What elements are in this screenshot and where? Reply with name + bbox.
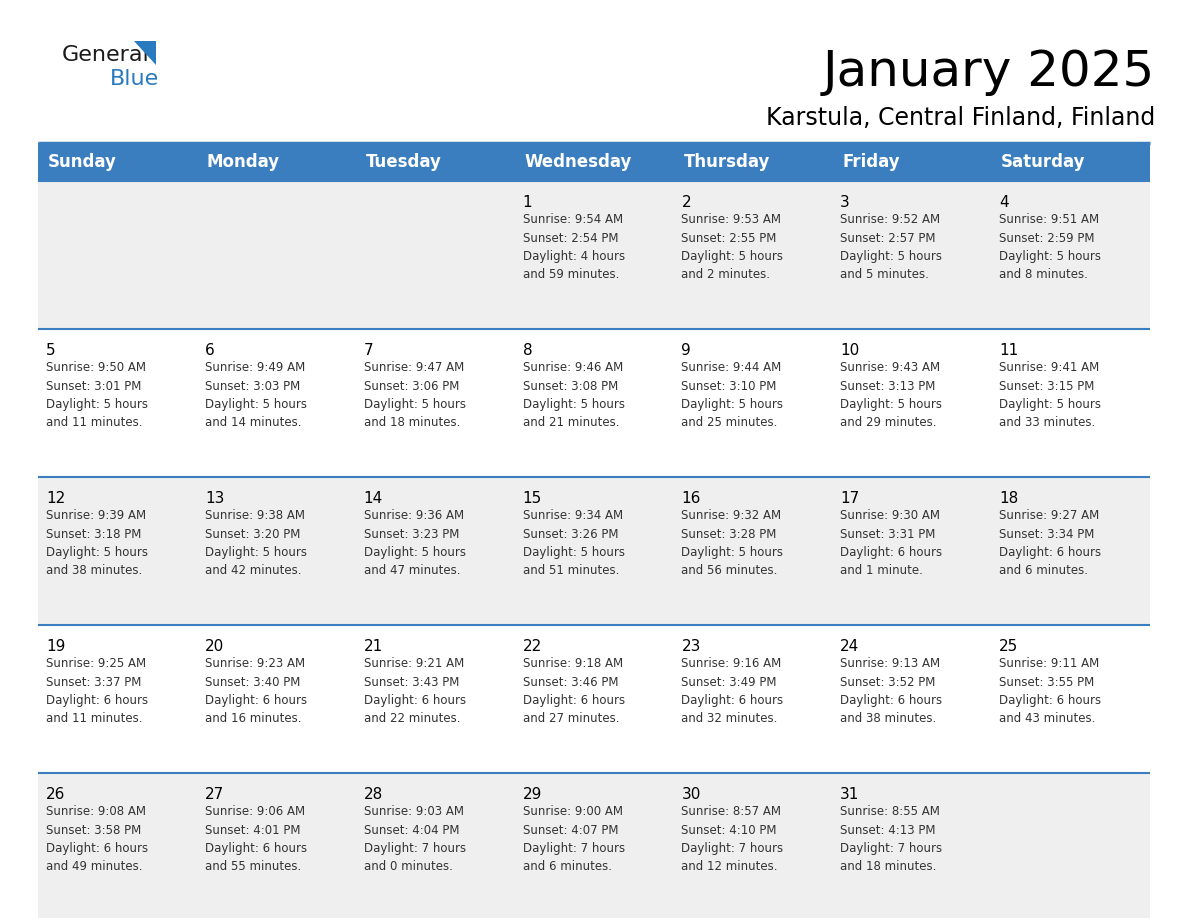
Text: Sunrise: 9:52 AM
Sunset: 2:57 PM
Daylight: 5 hours
and 5 minutes.: Sunrise: 9:52 AM Sunset: 2:57 PM Dayligh… [840, 213, 942, 282]
Text: Sunrise: 8:57 AM
Sunset: 4:10 PM
Daylight: 7 hours
and 12 minutes.: Sunrise: 8:57 AM Sunset: 4:10 PM Dayligh… [682, 805, 784, 874]
Text: Sunrise: 9:41 AM
Sunset: 3:15 PM
Daylight: 5 hours
and 33 minutes.: Sunrise: 9:41 AM Sunset: 3:15 PM Dayligh… [999, 361, 1101, 430]
Text: Blue: Blue [110, 69, 159, 89]
Text: 11: 11 [999, 343, 1018, 358]
Text: 9: 9 [682, 343, 691, 358]
Text: 8: 8 [523, 343, 532, 358]
Bar [38, 773, 1150, 918]
Text: 26: 26 [46, 787, 65, 802]
Bar [38, 477, 1150, 625]
Text: 12: 12 [46, 491, 65, 506]
Text: January 2025: January 2025 [823, 48, 1155, 96]
Text: 2: 2 [682, 195, 691, 210]
Text: 21: 21 [364, 639, 383, 654]
Text: 6: 6 [204, 343, 215, 358]
Text: Friday: Friday [842, 153, 901, 171]
Text: 27: 27 [204, 787, 225, 802]
Text: Karstula, Central Finland, Finland: Karstula, Central Finland, Finland [766, 106, 1155, 130]
Text: 31: 31 [840, 787, 860, 802]
Text: Sunrise: 9:43 AM
Sunset: 3:13 PM
Daylight: 5 hours
and 29 minutes.: Sunrise: 9:43 AM Sunset: 3:13 PM Dayligh… [840, 361, 942, 430]
Text: 19: 19 [46, 639, 65, 654]
Text: 7: 7 [364, 343, 373, 358]
Text: 30: 30 [682, 787, 701, 802]
Text: 16: 16 [682, 491, 701, 506]
Text: Sunrise: 9:54 AM
Sunset: 2:54 PM
Daylight: 4 hours
and 59 minutes.: Sunrise: 9:54 AM Sunset: 2:54 PM Dayligh… [523, 213, 625, 282]
Text: 4: 4 [999, 195, 1009, 210]
Text: 28: 28 [364, 787, 383, 802]
Text: 3: 3 [840, 195, 851, 210]
Text: Sunrise: 9:36 AM
Sunset: 3:23 PM
Daylight: 5 hours
and 47 minutes.: Sunrise: 9:36 AM Sunset: 3:23 PM Dayligh… [364, 509, 466, 577]
Text: 14: 14 [364, 491, 383, 506]
Text: 18: 18 [999, 491, 1018, 506]
Text: Sunday: Sunday [48, 153, 116, 171]
Text: Sunrise: 9:27 AM
Sunset: 3:34 PM
Daylight: 6 hours
and 6 minutes.: Sunrise: 9:27 AM Sunset: 3:34 PM Dayligh… [999, 509, 1101, 577]
Text: Thursday: Thursday [683, 153, 770, 171]
Text: Sunrise: 9:32 AM
Sunset: 3:28 PM
Daylight: 5 hours
and 56 minutes.: Sunrise: 9:32 AM Sunset: 3:28 PM Dayligh… [682, 509, 783, 577]
Text: Wednesday: Wednesday [525, 153, 632, 171]
Text: 24: 24 [840, 639, 860, 654]
Text: Sunrise: 9:50 AM
Sunset: 3:01 PM
Daylight: 5 hours
and 11 minutes.: Sunrise: 9:50 AM Sunset: 3:01 PM Dayligh… [46, 361, 148, 430]
Text: 13: 13 [204, 491, 225, 506]
Text: 22: 22 [523, 639, 542, 654]
Text: 1: 1 [523, 195, 532, 210]
Text: Sunrise: 9:47 AM
Sunset: 3:06 PM
Daylight: 5 hours
and 18 minutes.: Sunrise: 9:47 AM Sunset: 3:06 PM Dayligh… [364, 361, 466, 430]
Text: 5: 5 [46, 343, 56, 358]
Text: Sunrise: 9:00 AM
Sunset: 4:07 PM
Daylight: 7 hours
and 6 minutes.: Sunrise: 9:00 AM Sunset: 4:07 PM Dayligh… [523, 805, 625, 874]
Text: 25: 25 [999, 639, 1018, 654]
Bar [38, 143, 1150, 181]
Text: Sunrise: 9:38 AM
Sunset: 3:20 PM
Daylight: 5 hours
and 42 minutes.: Sunrise: 9:38 AM Sunset: 3:20 PM Dayligh… [204, 509, 307, 577]
Text: Tuesday: Tuesday [366, 153, 442, 171]
Text: Sunrise: 9:03 AM
Sunset: 4:04 PM
Daylight: 7 hours
and 0 minutes.: Sunrise: 9:03 AM Sunset: 4:04 PM Dayligh… [364, 805, 466, 874]
Text: Sunrise: 9:49 AM
Sunset: 3:03 PM
Daylight: 5 hours
and 14 minutes.: Sunrise: 9:49 AM Sunset: 3:03 PM Dayligh… [204, 361, 307, 430]
Text: Sunrise: 9:46 AM
Sunset: 3:08 PM
Daylight: 5 hours
and 21 minutes.: Sunrise: 9:46 AM Sunset: 3:08 PM Dayligh… [523, 361, 625, 430]
Text: Monday: Monday [207, 153, 280, 171]
Polygon shape [134, 41, 156, 65]
Text: Saturday: Saturday [1001, 153, 1086, 171]
Text: Sunrise: 9:34 AM
Sunset: 3:26 PM
Daylight: 5 hours
and 51 minutes.: Sunrise: 9:34 AM Sunset: 3:26 PM Dayligh… [523, 509, 625, 577]
Text: Sunrise: 9:08 AM
Sunset: 3:58 PM
Daylight: 6 hours
and 49 minutes.: Sunrise: 9:08 AM Sunset: 3:58 PM Dayligh… [46, 805, 148, 874]
Text: Sunrise: 9:11 AM
Sunset: 3:55 PM
Daylight: 6 hours
and 43 minutes.: Sunrise: 9:11 AM Sunset: 3:55 PM Dayligh… [999, 657, 1101, 725]
Text: Sunrise: 8:55 AM
Sunset: 4:13 PM
Daylight: 7 hours
and 18 minutes.: Sunrise: 8:55 AM Sunset: 4:13 PM Dayligh… [840, 805, 942, 874]
Text: Sunrise: 9:21 AM
Sunset: 3:43 PM
Daylight: 6 hours
and 22 minutes.: Sunrise: 9:21 AM Sunset: 3:43 PM Dayligh… [364, 657, 466, 725]
Text: 23: 23 [682, 639, 701, 654]
Text: Sunrise: 9:16 AM
Sunset: 3:49 PM
Daylight: 6 hours
and 32 minutes.: Sunrise: 9:16 AM Sunset: 3:49 PM Dayligh… [682, 657, 784, 725]
Text: Sunrise: 9:30 AM
Sunset: 3:31 PM
Daylight: 6 hours
and 1 minute.: Sunrise: 9:30 AM Sunset: 3:31 PM Dayligh… [840, 509, 942, 577]
Text: Sunrise: 9:06 AM
Sunset: 4:01 PM
Daylight: 6 hours
and 55 minutes.: Sunrise: 9:06 AM Sunset: 4:01 PM Dayligh… [204, 805, 307, 874]
Text: Sunrise: 9:25 AM
Sunset: 3:37 PM
Daylight: 6 hours
and 11 minutes.: Sunrise: 9:25 AM Sunset: 3:37 PM Dayligh… [46, 657, 148, 725]
Text: Sunrise: 9:39 AM
Sunset: 3:18 PM
Daylight: 5 hours
and 38 minutes.: Sunrise: 9:39 AM Sunset: 3:18 PM Dayligh… [46, 509, 148, 577]
Text: Sunrise: 9:23 AM
Sunset: 3:40 PM
Daylight: 6 hours
and 16 minutes.: Sunrise: 9:23 AM Sunset: 3:40 PM Dayligh… [204, 657, 307, 725]
Text: General: General [62, 45, 150, 65]
Text: Sunrise: 9:18 AM
Sunset: 3:46 PM
Daylight: 6 hours
and 27 minutes.: Sunrise: 9:18 AM Sunset: 3:46 PM Dayligh… [523, 657, 625, 725]
Text: 20: 20 [204, 639, 225, 654]
Text: Sunrise: 9:53 AM
Sunset: 2:55 PM
Daylight: 5 hours
and 2 minutes.: Sunrise: 9:53 AM Sunset: 2:55 PM Dayligh… [682, 213, 783, 282]
Bar [38, 625, 1150, 773]
Bar [38, 329, 1150, 477]
Text: 10: 10 [840, 343, 860, 358]
Text: Sunrise: 9:44 AM
Sunset: 3:10 PM
Daylight: 5 hours
and 25 minutes.: Sunrise: 9:44 AM Sunset: 3:10 PM Dayligh… [682, 361, 783, 430]
Text: 15: 15 [523, 491, 542, 506]
Text: 29: 29 [523, 787, 542, 802]
Bar [38, 181, 1150, 329]
Text: Sunrise: 9:51 AM
Sunset: 2:59 PM
Daylight: 5 hours
and 8 minutes.: Sunrise: 9:51 AM Sunset: 2:59 PM Dayligh… [999, 213, 1101, 282]
Text: Sunrise: 9:13 AM
Sunset: 3:52 PM
Daylight: 6 hours
and 38 minutes.: Sunrise: 9:13 AM Sunset: 3:52 PM Dayligh… [840, 657, 942, 725]
Text: 17: 17 [840, 491, 860, 506]
